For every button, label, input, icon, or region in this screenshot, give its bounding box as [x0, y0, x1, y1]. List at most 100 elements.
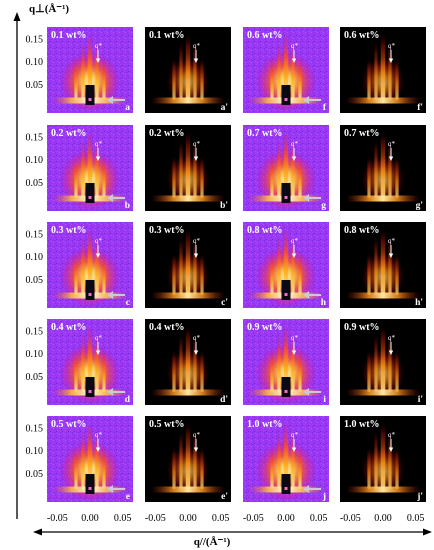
- diffraction-rod: [172, 447, 176, 489]
- panel-letter: i: [323, 395, 326, 405]
- peak-arrowhead: [291, 350, 297, 355]
- diffraction-rod: [283, 328, 289, 392]
- x-tick-label: 0.05: [310, 513, 328, 524]
- peak-arrowhead: [193, 156, 199, 161]
- y-tick-label: 0.05: [26, 275, 44, 286]
- specular-band: [151, 292, 225, 299]
- diffraction-rod: [277, 433, 281, 489]
- x-tick-label: -0.05: [145, 513, 166, 524]
- diffraction-rod: [395, 253, 399, 295]
- diffraction-rod: [395, 156, 399, 198]
- experimental-panel: q* 0.5 wt% e: [47, 416, 133, 502]
- experimental-panel: q* 0.8 wt% h: [243, 222, 329, 308]
- diffraction-rod: [367, 253, 371, 295]
- x-tick-label: 0.00: [179, 513, 197, 524]
- panel-letter: i': [418, 395, 423, 405]
- simulated-panel: q* 0.4 wt% d': [145, 319, 231, 405]
- peak-label: q*: [388, 42, 396, 50]
- x-axis-right-arrowhead: [423, 528, 432, 536]
- diffraction-rod: [277, 336, 281, 392]
- diffraction-rod: [283, 134, 289, 198]
- y-tick-label: 0.05: [26, 469, 44, 480]
- yoneda-arrowhead: [107, 485, 113, 493]
- peak-arrowhead: [291, 447, 297, 452]
- concentration-label: 0.3 wt%: [51, 225, 87, 236]
- concentration-label: 0.9 wt%: [247, 322, 283, 333]
- beamstop: [281, 474, 291, 494]
- specular-band: [346, 389, 420, 396]
- diffraction-rod: [185, 227, 191, 295]
- diffraction-rod: [367, 58, 371, 100]
- x-tick-label: 0.05: [212, 513, 230, 524]
- simulated-panel: q* 0.9 wt% i': [340, 319, 426, 405]
- panel-grid: q* 0.1 wt% a q* 0.2 wt% b q* 0.3 wt% c q* 0.4 wt% d…: [47, 27, 426, 502]
- peak-label: q*: [291, 237, 299, 245]
- peak-label: q*: [388, 334, 396, 342]
- specular-band: [346, 292, 420, 299]
- x-tick-label: 0.05: [114, 513, 132, 524]
- y-tick-label: 0.10: [26, 252, 44, 263]
- diffraction-rod: [380, 421, 386, 489]
- experimental-panel: q* 0.7 wt% g: [243, 125, 329, 211]
- yoneda-arrowhead: [303, 388, 309, 396]
- y-tick-label: 0.15: [26, 133, 44, 144]
- concentration-label: 1.0 wt%: [247, 419, 283, 430]
- diffraction-rod: [367, 350, 371, 392]
- peak-label: q*: [388, 140, 396, 148]
- diffraction-rod: [81, 433, 85, 489]
- y-tick-label: 0.15: [26, 35, 44, 46]
- concentration-label: 0.8 wt%: [247, 225, 283, 236]
- diffraction-rod: [87, 231, 93, 295]
- beamstop: [85, 377, 95, 397]
- diffraction-rod: [270, 60, 274, 100]
- diffraction-rod: [270, 449, 274, 489]
- yoneda-arrowhead: [303, 485, 309, 493]
- panel-letter: f': [417, 103, 423, 113]
- specular-band: [151, 195, 225, 202]
- simulated-panel: q* 0.2 wt% b': [145, 125, 231, 211]
- diffraction-rod: [200, 447, 204, 489]
- yoneda-arrowhead: [303, 291, 309, 299]
- beamstop: [85, 85, 95, 105]
- diffraction-rod: [374, 41, 378, 100]
- diffraction-rod: [74, 352, 78, 392]
- experimental-panel: q* 0.4 wt% d: [47, 319, 133, 405]
- peak-label: q*: [388, 431, 396, 439]
- y-tick-label: 0.10: [26, 57, 44, 68]
- diffraction-rod: [87, 134, 93, 198]
- x-axis-label: q//(Å⁻¹): [194, 536, 231, 548]
- diffraction-rod: [298, 60, 302, 100]
- peak-label: q*: [291, 42, 299, 50]
- diffraction-rod: [87, 36, 93, 100]
- peak-arrowhead: [388, 447, 394, 452]
- concentration-label: 0.6 wt%: [247, 30, 283, 41]
- concentration-label: 0.5 wt%: [149, 419, 185, 430]
- axes: q⊥(Å⁻¹) q//(Å⁻¹): [13, 3, 432, 548]
- diffraction-rod: [200, 58, 204, 100]
- y-axis-arrowhead: [13, 12, 21, 21]
- y-tick-label: 0.15: [26, 327, 44, 338]
- panel-letter: b: [125, 201, 130, 211]
- panel-letter: g': [416, 201, 423, 211]
- peak-arrowhead: [291, 58, 297, 63]
- y-tick-label: 0.15: [26, 230, 44, 241]
- beamstop: [85, 474, 95, 494]
- diffraction-rod: [87, 328, 93, 392]
- concentration-label: 0.1 wt%: [51, 30, 87, 41]
- concentration-label: 0.2 wt%: [51, 128, 87, 139]
- diffraction-rod: [74, 449, 78, 489]
- specular-band: [346, 97, 420, 104]
- panel-letter: e: [126, 492, 130, 502]
- x-tick-label: -0.05: [47, 513, 68, 524]
- experimental-panel: q* 1.0 wt% j: [243, 416, 329, 502]
- beamstop: [281, 85, 291, 105]
- diffraction-rod: [374, 236, 378, 295]
- diffraction-rod: [270, 352, 274, 392]
- diffraction-rod: [179, 41, 183, 100]
- direct-beam-spot: [284, 487, 288, 490]
- peak-arrowhead: [388, 156, 394, 161]
- panel-letter: f: [323, 103, 327, 113]
- diffraction-rod: [185, 324, 191, 392]
- diffraction-rod: [200, 156, 204, 198]
- peak-arrowhead: [95, 156, 101, 161]
